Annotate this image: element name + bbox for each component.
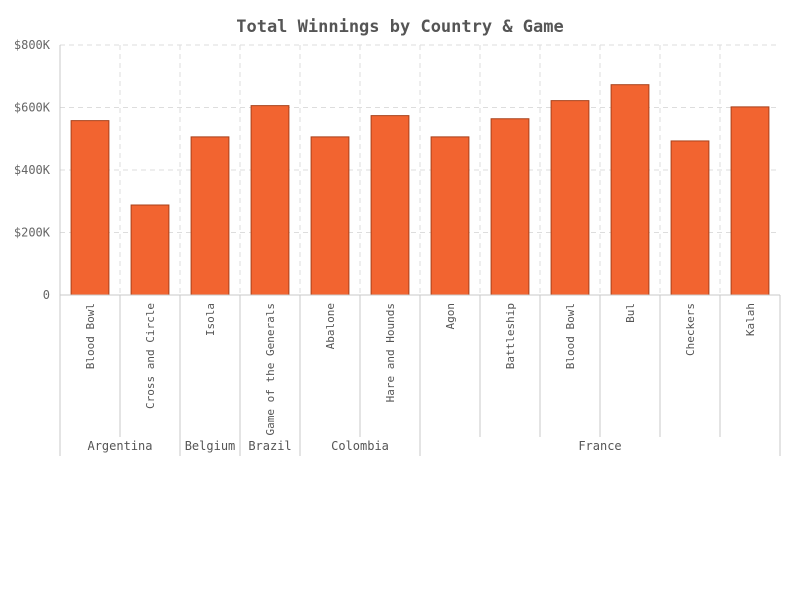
bar xyxy=(250,105,290,296)
bar xyxy=(310,136,350,296)
bar xyxy=(670,140,710,296)
bar-layer xyxy=(70,84,770,296)
x-category-label: Hare and Hounds xyxy=(384,303,397,402)
x-category-label: Kalah xyxy=(744,303,757,336)
x-category-label: Abalone xyxy=(324,303,337,349)
bar xyxy=(490,118,530,296)
bar xyxy=(70,120,110,296)
y-tick-label: 0 xyxy=(43,288,50,302)
chart-title: Total Winnings by Country & Game xyxy=(236,17,564,37)
bar xyxy=(610,84,650,296)
bar xyxy=(430,136,470,296)
grid-layer xyxy=(60,44,780,295)
group-label: Argentina xyxy=(87,439,152,453)
bar xyxy=(130,204,170,296)
bar xyxy=(730,106,770,296)
group-label: Colombia xyxy=(331,439,389,453)
bar xyxy=(370,115,410,296)
group-label: France xyxy=(578,439,621,453)
y-tick-label: $200K xyxy=(14,226,51,240)
y-tick-label: $600K xyxy=(14,101,51,115)
x-category-label: Blood Bowl xyxy=(84,303,97,369)
axis-layer: 0 $200K $400K $600K $800K Blood Bowl Cross and… xyxy=(14,38,781,456)
x-category-label: Game of the Generals xyxy=(264,303,277,435)
bar xyxy=(190,136,230,296)
group-label: Belgium xyxy=(185,439,236,453)
x-category-label: Agon xyxy=(444,303,457,330)
x-category-label: Bul xyxy=(624,303,637,323)
group-label: Brazil xyxy=(248,439,291,453)
x-category-label: Checkers xyxy=(684,303,697,356)
x-category-label: Battleship xyxy=(504,303,517,369)
x-category-label: Blood Bowl xyxy=(564,303,577,369)
x-category-label: Isola xyxy=(204,303,217,336)
bar xyxy=(550,100,590,296)
y-tick-label: $800K xyxy=(14,38,51,52)
x-category-label: Cross and Circle xyxy=(144,303,157,409)
y-tick-label: $400K xyxy=(14,163,51,177)
